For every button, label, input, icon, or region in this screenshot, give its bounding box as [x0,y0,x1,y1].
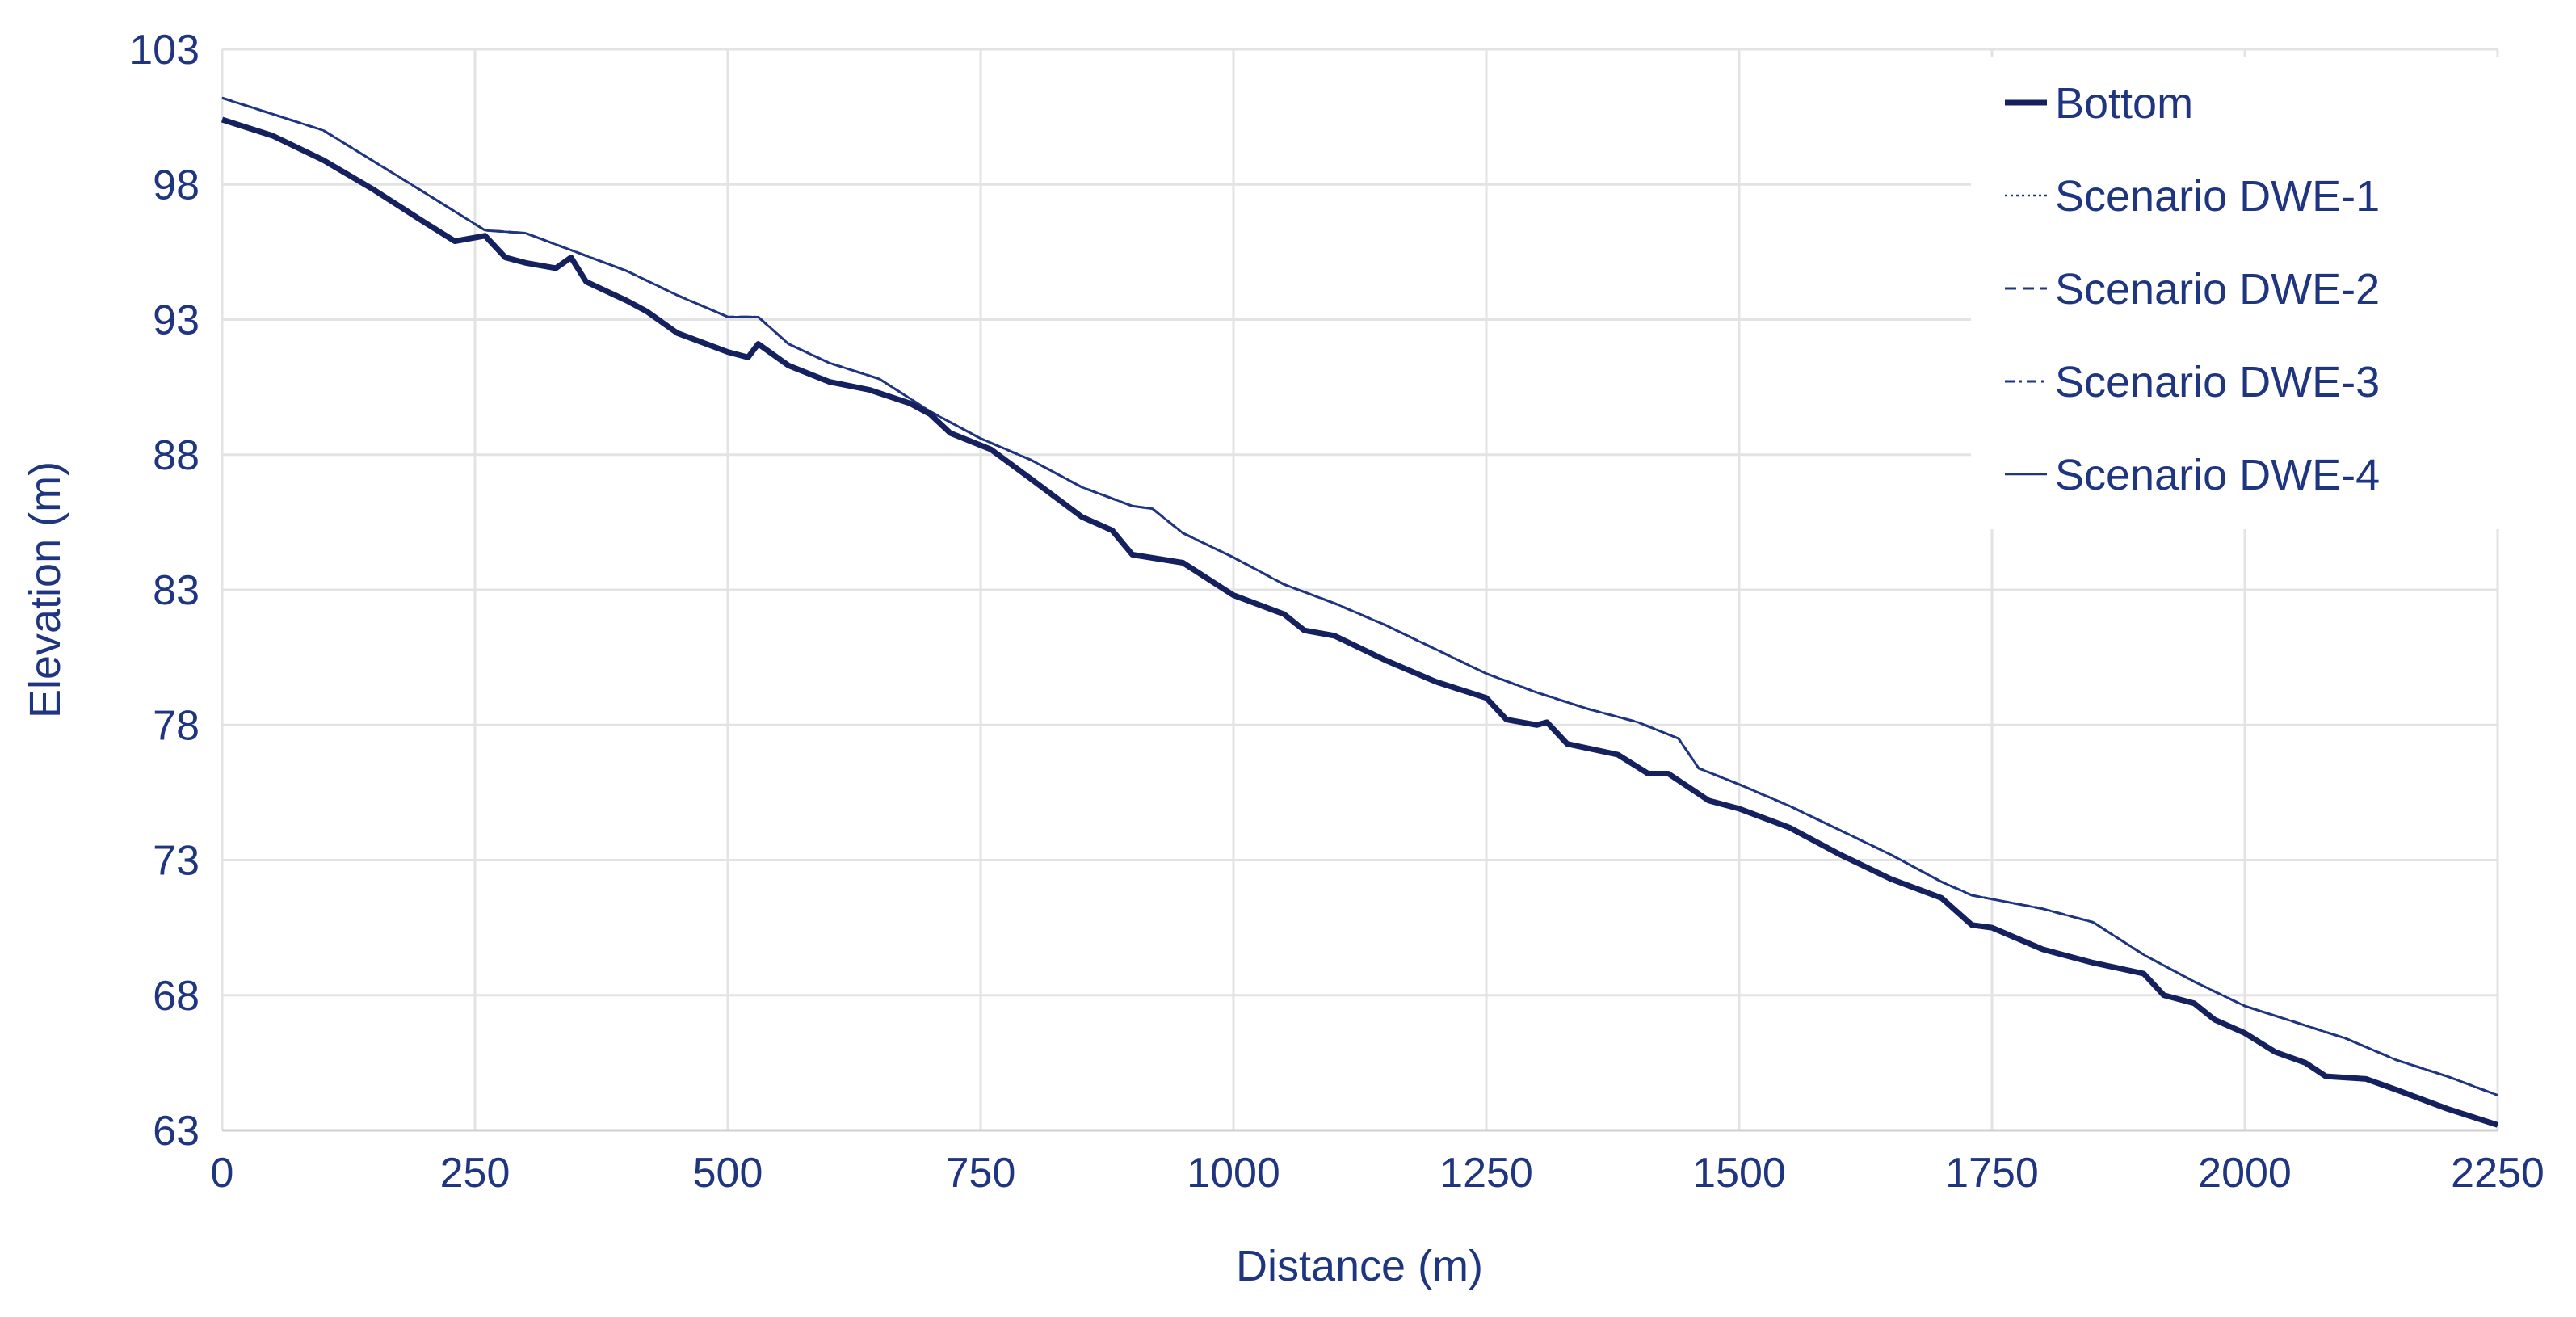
legend-box [1971,57,2504,529]
y-tick-label: 98 [153,162,200,208]
x-tick-label: 1250 [1439,1150,1533,1197]
legend-label: Scenario DWE-3 [2055,358,2380,406]
y-tick-label: 103 [129,27,200,74]
legend-label: Bottom [2055,79,2193,128]
x-tick-label: 250 [440,1150,511,1197]
y-tick-label: 68 [153,973,200,1020]
grid [221,48,2499,1132]
x-tick-label: 2000 [2198,1150,2292,1197]
y-tick-label: 88 [153,432,200,479]
x-axis-title: Distance (m) [1236,1242,1483,1290]
y-tick-label: 83 [153,567,200,614]
x-tick-label: 0 [211,1150,234,1197]
y-tick-label: 73 [153,838,200,885]
x-tick-label: 1500 [1692,1150,1786,1197]
x-tick-label: 750 [946,1150,1016,1197]
x-tick-label: 1000 [1187,1150,1280,1197]
legend: Bottom Scenario DWE-1 Scenario DWE-2 Scenar… [1971,57,2504,529]
x-tick-label: 2250 [2451,1150,2544,1197]
legend-label: Scenario DWE-1 [2055,172,2380,221]
x-tick-label: 1750 [1945,1150,2039,1197]
series-line [221,97,2498,1096]
y-tick-label: 93 [153,297,200,344]
series-line [221,116,2499,1128]
y-tick-label: 63 [153,1108,200,1155]
legend-label: Scenario DWE-2 [2055,265,2380,313]
x-tick-label: 500 [693,1150,763,1197]
y-axis-title: Elevation (m) [21,461,69,718]
legend-label: Scenario DWE-4 [2055,451,2380,499]
y-tick-label: 78 [153,702,200,749]
